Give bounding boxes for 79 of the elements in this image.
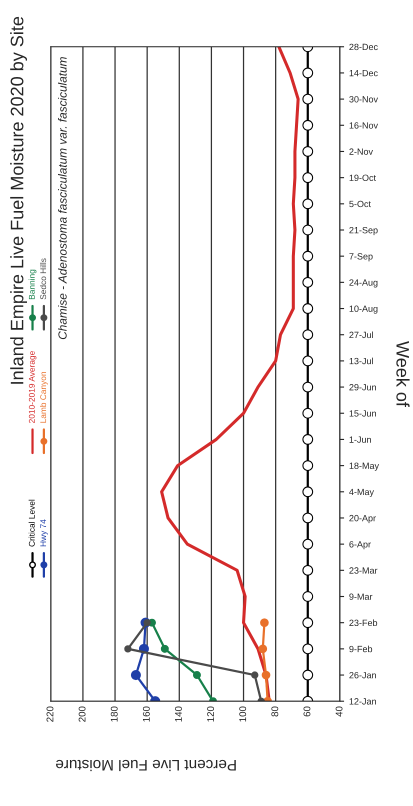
point: [302, 643, 314, 654]
y-tick-label: 29-Jun: [349, 384, 376, 390]
point: [302, 617, 314, 628]
y-tick-label: 16-Nov: [350, 122, 378, 129]
y-tick-label: 14-Dec: [350, 70, 378, 76]
point: [302, 591, 314, 602]
x-tick-label: 160: [142, 706, 150, 722]
text: Critical Level: [28, 500, 35, 547]
y-tick-label: 4-May: [349, 488, 374, 497]
y-tick-label: 21-Sep: [349, 226, 378, 236]
y-tick-label: 6-Apr: [349, 541, 371, 550]
point: [302, 250, 314, 262]
point: [302, 670, 314, 680]
point: [302, 434, 314, 445]
point: [302, 486, 314, 498]
text: Sedco Hills: [40, 258, 46, 300]
x-tick-label: 40: [336, 706, 343, 717]
text: Hwy 74: [40, 519, 48, 546]
x-tick-label: 120: [207, 706, 214, 722]
point: [302, 172, 314, 184]
x-tick-label: 180: [110, 706, 118, 722]
x-tick-label: 100: [239, 706, 246, 722]
y-tick-label: 24-Aug: [349, 279, 378, 288]
point: [302, 68, 314, 78]
point: [302, 146, 314, 157]
y-tick-label: 7-Sep: [349, 253, 373, 262]
y-tick-label: 1-Jun: [350, 436, 371, 443]
point: [302, 564, 314, 576]
y-tick-label: 10-Aug: [350, 306, 378, 314]
y-tick-label: 26-Jan: [349, 672, 376, 678]
text: 2010-2019 Average: [28, 351, 36, 423]
point: [302, 276, 314, 288]
point: [144, 619, 151, 626]
x-axis-title: Percent Live Fuel Moisture: [56, 760, 236, 772]
y-tick-label: 23-Mar: [349, 567, 378, 574]
text: Lamb Canyon: [40, 372, 48, 423]
point: [302, 329, 314, 340]
y-tick-label: 18-May: [350, 462, 380, 471]
y-tick-label: 27-Jul: [349, 331, 373, 338]
x-tick-label: 140: [175, 706, 182, 722]
point: [130, 670, 141, 680]
y-tick-label: 23-Feb: [349, 619, 378, 626]
text: Inland Empire Live Fuel Moisture 2020 by Site: [10, 16, 27, 384]
x-tick-label: 200: [78, 706, 86, 722]
x-tick-label: 80: [271, 706, 278, 716]
point: [302, 94, 314, 104]
y-tick-label: 5-Oct: [349, 200, 371, 208]
y-tick-label: 9-Feb: [349, 646, 372, 652]
point: [251, 671, 258, 679]
point: [192, 671, 201, 680]
y-tick-label: 15-Jun: [350, 410, 376, 417]
point: [258, 644, 268, 654]
y-tick-label: 28-Dec: [349, 44, 378, 50]
point: [124, 645, 132, 653]
point: [302, 356, 314, 366]
y-tick-label: 30-Nov: [349, 96, 378, 102]
point: [302, 460, 314, 471]
text: Chamise - Adenostoma fasciculatum var. fasciculatum: [58, 57, 67, 340]
y-tick-label: 12-Jan: [350, 698, 376, 705]
point: [302, 303, 314, 314]
point: [302, 512, 314, 524]
x-tick-label: 220: [46, 706, 54, 722]
point: [260, 618, 269, 628]
y-tick-label: 9-Mar: [349, 593, 372, 600]
text: Banning: [28, 270, 36, 300]
point: [302, 198, 314, 210]
point: [302, 538, 314, 550]
point: [160, 644, 169, 653]
y-tick-label: 20-Apr: [349, 514, 376, 524]
x-tick-label: 60: [304, 706, 310, 716]
y-tick-label: 2-Nov: [349, 148, 373, 155]
y-tick-label: 19-Oct: [350, 174, 376, 181]
point: [302, 120, 314, 131]
point: [302, 382, 314, 392]
point: [302, 408, 314, 419]
point: [302, 224, 314, 236]
y-axis-title: Week of: [396, 341, 410, 407]
y-tick-label: 13-Jul: [350, 358, 373, 364]
point: [262, 670, 270, 680]
